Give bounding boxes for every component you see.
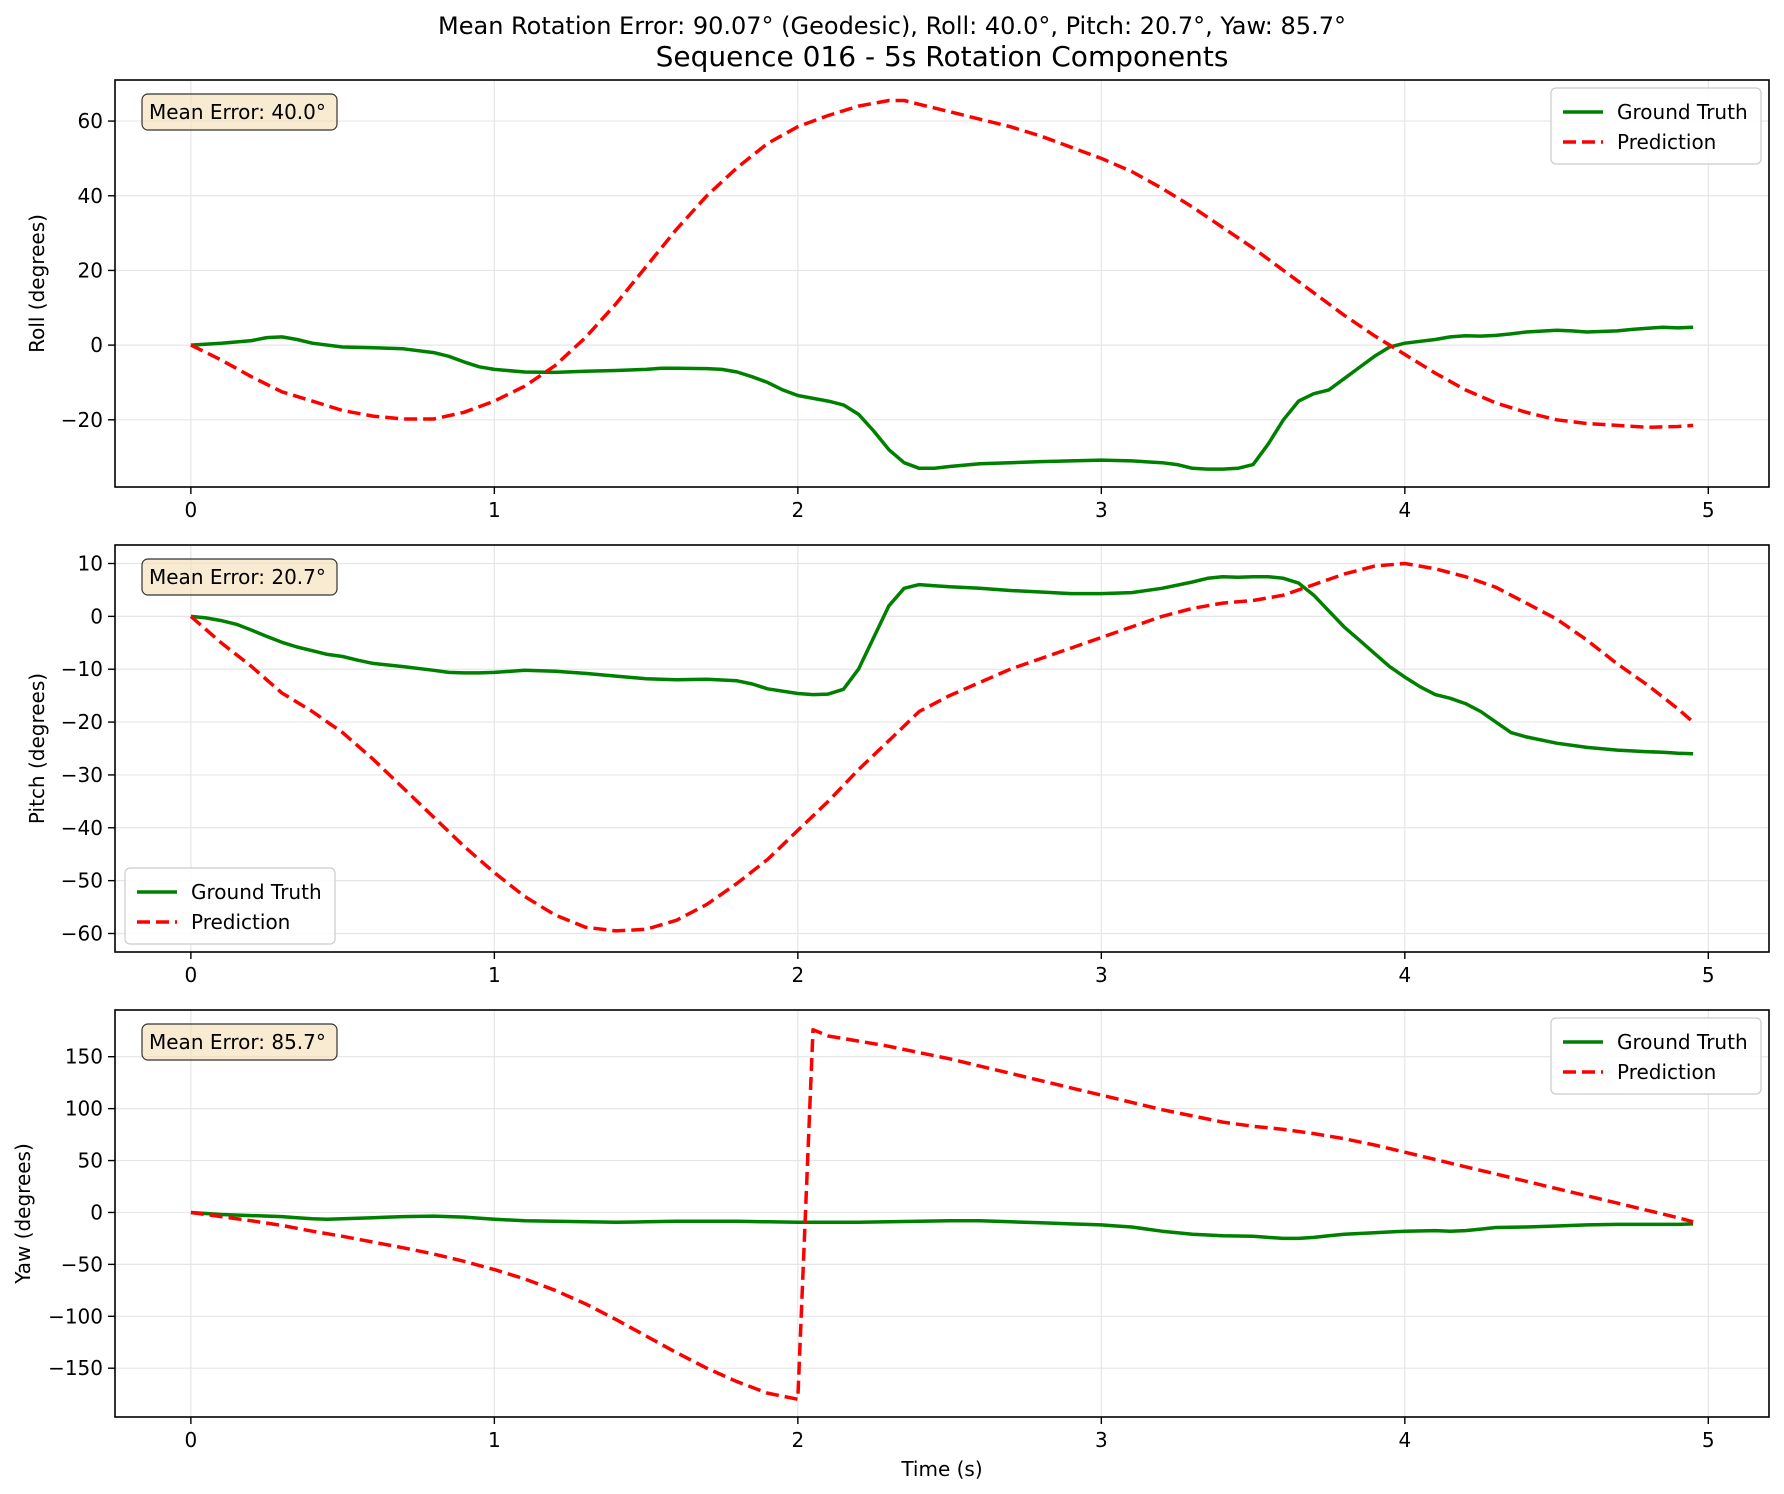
mean-error-annotation: Mean Error: 20.7° [141, 558, 338, 596]
mean-error-annotation: Mean Error: 85.7° [141, 1023, 338, 1061]
annotation-box [141, 558, 338, 596]
ground-truth-line [190, 1210, 1694, 1241]
y-tick-label: 10 [78, 552, 103, 576]
legend-label: Ground Truth [191, 880, 322, 904]
y-tick-label: 20 [78, 258, 103, 282]
x-tick-label: 2 [791, 1428, 804, 1452]
x-tick-label: 3 [1095, 963, 1108, 987]
legend-label: Ground Truth [1617, 100, 1748, 124]
x-tick-label: 4 [1398, 1428, 1411, 1452]
axes-frame [114, 544, 1770, 953]
prediction-line [189, 561, 1695, 933]
x-tick-label: 3 [1095, 1428, 1108, 1452]
legend: Ground Truth Prediction [124, 867, 336, 945]
y-tick-label: −40 [61, 816, 103, 840]
y-tick-label: 150 [65, 1045, 103, 1069]
y-tick-label: 60 [78, 109, 103, 133]
y-tick-label: −150 [48, 1356, 103, 1380]
legend-label: Prediction [191, 910, 290, 934]
y-tick-label: 0 [90, 333, 103, 357]
x-tick-label: 5 [1702, 963, 1715, 987]
y-tick-label: −20 [61, 408, 103, 432]
legend: Ground Truth Prediction [1550, 87, 1762, 165]
legend-frame [124, 867, 336, 945]
subplot-3: 0 1 2 3 4 5 −150 −100 −50 0 50 100 150 Yaw (degrees) M… [11, 1009, 1770, 1452]
x-axis-label: Time (s) [900, 1457, 982, 1481]
x-tick-label: 4 [1398, 498, 1411, 522]
x-tick-label: 1 [488, 963, 501, 987]
x-tick-label: 0 [185, 963, 198, 987]
annotation-box [141, 93, 338, 131]
x-tick-label: 1 [488, 1428, 501, 1452]
annotation-text: Mean Error: 20.7° [149, 565, 326, 589]
legend-frame [1550, 87, 1762, 165]
legend-frame [1550, 1017, 1762, 1095]
x-tick-label: 5 [1702, 498, 1715, 522]
figure-title: Sequence 016 - 5s Rotation Components [656, 40, 1229, 73]
legend-label: Prediction [1617, 130, 1716, 154]
annotation-box [141, 1023, 338, 1061]
x-tick-label: 2 [791, 963, 804, 987]
y-tick-label: 50 [78, 1149, 103, 1173]
x-tick-label: 1 [488, 498, 501, 522]
x-tick-label: 0 [185, 498, 198, 522]
x-tick-label: 3 [1095, 498, 1108, 522]
y-tick-label: −20 [61, 710, 103, 734]
y-tick-label: −50 [61, 1252, 103, 1276]
subplot-1: 0 1 2 3 4 5 −20 0 20 40 60 Roll (degrees) Mean Error… [25, 79, 1770, 522]
x-tick-label: 0 [185, 1428, 198, 1452]
y-tick-label: −50 [61, 869, 103, 893]
y-tick-label: 100 [65, 1097, 103, 1121]
y-tick-label: 40 [78, 184, 103, 208]
ground-truth-line [190, 574, 1694, 756]
axes-frame [114, 1009, 1770, 1418]
y-tick-label: −30 [61, 763, 103, 787]
legend-label: Ground Truth [1617, 1030, 1748, 1054]
axes-frame [114, 79, 1770, 488]
ground-truth-line [190, 325, 1694, 471]
y-tick-label: −10 [61, 657, 103, 681]
annotation-text: Mean Error: 40.0° [149, 100, 326, 124]
x-tick-label: 4 [1398, 963, 1411, 987]
y-tick-label: 0 [90, 604, 103, 628]
y-axis-label: Pitch (degrees) [25, 673, 49, 824]
mean-error-annotation: Mean Error: 40.0° [141, 93, 338, 131]
y-axis-label: Yaw (degrees) [11, 1143, 35, 1285]
legend-label: Prediction [1617, 1060, 1716, 1084]
y-axis-label: Roll (degrees) [25, 214, 49, 353]
prediction-line [190, 1027, 1694, 1402]
y-tick-label: −60 [61, 922, 103, 946]
y-tick-label: −100 [48, 1304, 103, 1328]
legend: Ground Truth Prediction [1550, 1017, 1762, 1095]
prediction-line [190, 98, 1694, 430]
subplot-2: 0 1 2 3 4 5 −60 −50 −40 −30 −20 −10 0 10 Pitch (degree… [25, 544, 1770, 987]
x-tick-label: 2 [791, 498, 804, 522]
annotation-text: Mean Error: 85.7° [149, 1030, 326, 1054]
x-tick-label: 5 [1702, 1428, 1715, 1452]
y-tick-label: 0 [90, 1200, 103, 1224]
figure-suptitle: Mean Rotation Error: 90.07° (Geodesic), … [438, 12, 1346, 40]
